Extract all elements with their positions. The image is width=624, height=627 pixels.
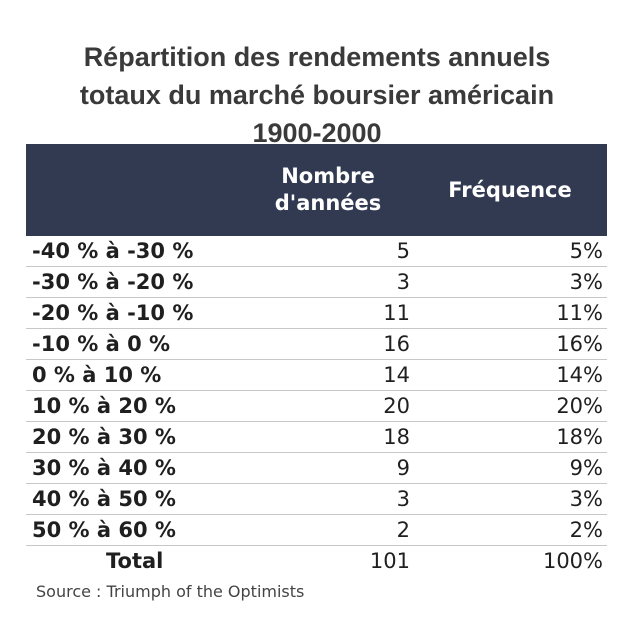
- table-row: 50 % à 60 % 2 2%: [26, 515, 607, 546]
- table-row: 10 % à 20 % 20 20%: [26, 391, 607, 422]
- header-count: Nombre d'années: [263, 163, 393, 217]
- header-frequency: Fréquence: [448, 178, 572, 202]
- frequency-cell: 9%: [569, 456, 603, 480]
- count-cell: 3: [396, 487, 410, 511]
- range-cell: 0 % à 10 %: [32, 363, 162, 387]
- range-cell: 50 % à 60 %: [32, 518, 176, 542]
- header-count-line-2: d'années: [274, 191, 382, 215]
- range-cell: 40 % à 50 %: [32, 487, 176, 511]
- count-cell: 9: [396, 456, 410, 480]
- frequency-cell: 20%: [556, 394, 603, 418]
- table-row: -20 % à -10 % 11 11%: [26, 298, 607, 329]
- range-cell: 20 % à 30 %: [32, 425, 176, 449]
- table-row: 20 % à 30 % 18 18%: [26, 422, 607, 453]
- table-body: -40 % à -30 % 5 5% -30 % à -20 % 3 3% -20 % à …: [26, 236, 607, 576]
- frequency-cell: 5%: [569, 239, 603, 263]
- count-cell: 16: [383, 332, 410, 356]
- table-row: 30 % à 40 % 9 9%: [26, 453, 607, 484]
- title-line-1: Répartition des rendements annuels: [83, 42, 551, 72]
- table-row: 0 % à 10 % 14 14%: [26, 360, 607, 391]
- header-count-line-1: Nombre: [281, 164, 375, 188]
- table-row: -10 % à 0 % 16 16%: [26, 329, 607, 360]
- frequency-cell: 2%: [569, 518, 603, 542]
- table-row: -30 % à -20 % 3 3%: [26, 267, 607, 298]
- total-frequency: 100%: [542, 549, 603, 573]
- count-cell: 18: [383, 425, 410, 449]
- frequency-cell: 11%: [556, 301, 603, 325]
- title-line-2: totaux du marché boursier américain: [79, 80, 555, 110]
- count-cell: 11: [383, 301, 410, 325]
- source-note: Source : Triumph of the Optimists: [36, 582, 305, 601]
- frequency-cell: 14%: [556, 363, 603, 387]
- count-cell: 3: [396, 270, 410, 294]
- range-cell: 30 % à 40 %: [32, 456, 176, 480]
- returns-table: Nombre d'années Fréquence -40 % à -30 % 5…: [26, 144, 607, 576]
- frequency-cell: 3%: [569, 487, 603, 511]
- total-label: Total: [106, 549, 164, 573]
- range-cell: -10 % à 0 %: [32, 332, 171, 356]
- table-row: 40 % à 50 % 3 3%: [26, 484, 607, 515]
- frequency-cell: 3%: [569, 270, 603, 294]
- title-line-3: 1900-2000: [252, 118, 382, 148]
- total-count: 101: [369, 549, 410, 573]
- count-cell: 5: [396, 239, 410, 263]
- chart-title: Répartition des rendements annuels totau…: [0, 38, 624, 152]
- count-cell: 2: [396, 518, 410, 542]
- table-row-total: Total 101 100%: [26, 546, 607, 576]
- table-row: -40 % à -30 % 5 5%: [26, 236, 607, 267]
- range-cell: -20 % à -10 %: [32, 301, 194, 325]
- range-cell: -30 % à -20 %: [32, 270, 194, 294]
- range-cell: -40 % à -30 %: [32, 239, 194, 263]
- count-cell: 14: [383, 363, 410, 387]
- frequency-cell: 18%: [556, 425, 603, 449]
- count-cell: 20: [383, 394, 410, 418]
- frequency-cell: 16%: [556, 332, 603, 356]
- table-header: Nombre d'années Fréquence: [26, 144, 607, 236]
- range-cell: 10 % à 20 %: [32, 394, 176, 418]
